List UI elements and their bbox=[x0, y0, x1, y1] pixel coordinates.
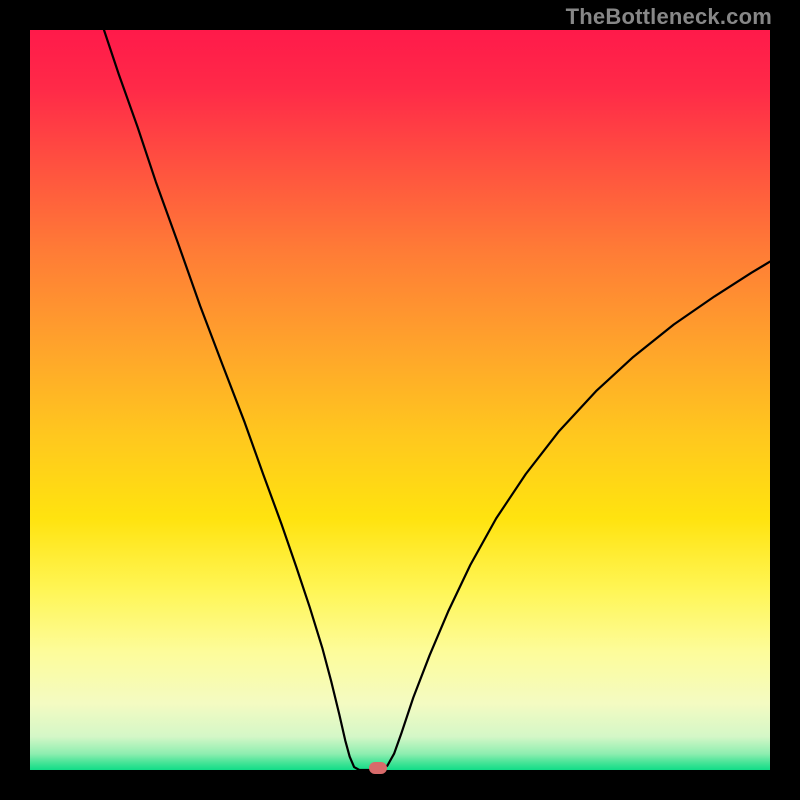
chart-frame: TheBottleneck.com bbox=[0, 0, 800, 800]
curve-path bbox=[104, 30, 770, 770]
watermark-text: TheBottleneck.com bbox=[566, 4, 772, 30]
minimum-marker bbox=[369, 762, 387, 774]
plot-area bbox=[30, 30, 770, 770]
bottleneck-curve bbox=[30, 30, 770, 770]
